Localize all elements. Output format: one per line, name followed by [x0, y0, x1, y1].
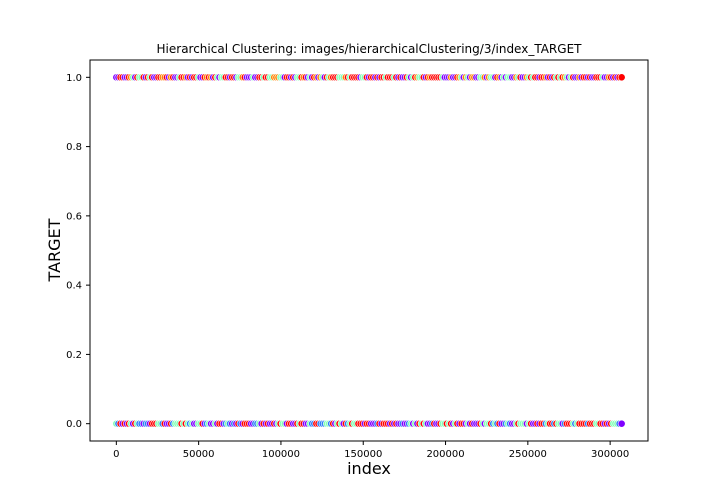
data-point [617, 419, 626, 428]
x-tick-label: 0 [113, 449, 119, 460]
x-tick-label: 250000 [509, 449, 547, 460]
chart-title: Hierarchical Clustering: images/hierarch… [157, 42, 583, 56]
data-point [617, 73, 626, 82]
plot-frame [89, 59, 649, 442]
x-tick-label: 100000 [262, 449, 300, 460]
y-tick-label: 0.6 [66, 211, 82, 222]
x-axis: 0 50000 100000 150000 200000 250000 300000 [113, 441, 629, 460]
y-tick-label: 0.2 [66, 350, 82, 361]
y-tick-label: 0.0 [66, 419, 82, 430]
x-tick-label: 200000 [426, 449, 464, 460]
y-tick-label: 1.0 [66, 73, 82, 84]
x-tick-label: 150000 [344, 449, 382, 460]
x-tick-label: 50000 [183, 449, 215, 460]
x-axis-title: index [347, 459, 391, 478]
y-axis-title: TARGET [45, 218, 64, 282]
y-axis: 0.0 0.2 0.4 0.6 0.8 1.0 [66, 73, 90, 430]
y-tick-label: 0.8 [66, 142, 82, 153]
points-layer [112, 73, 626, 428]
y-tick-label: 0.4 [66, 281, 82, 292]
x-tick-label: 300000 [591, 449, 629, 460]
